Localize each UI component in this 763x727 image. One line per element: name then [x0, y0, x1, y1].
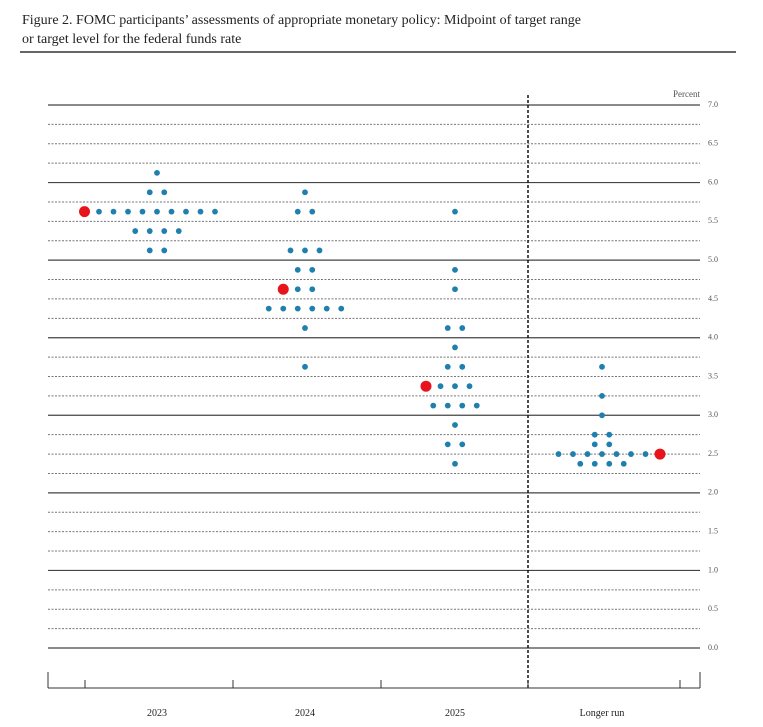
- dot: [302, 189, 308, 196]
- dot: [110, 208, 117, 215]
- dot: [459, 441, 466, 448]
- y-axis-label: Percent: [673, 89, 700, 99]
- dot: [452, 460, 458, 467]
- y-tick-label: 3.0: [708, 410, 718, 419]
- dot: [287, 247, 294, 254]
- dot: [473, 402, 480, 409]
- x-tick-label: Longer run: [580, 708, 625, 719]
- dot: [606, 441, 613, 448]
- dot: [642, 451, 649, 457]
- median-dot: [654, 448, 666, 460]
- dot: [309, 305, 316, 312]
- dot: [125, 208, 131, 215]
- dot: [294, 305, 301, 312]
- y-tick-label: 6.0: [708, 177, 718, 186]
- dot: [606, 431, 613, 438]
- dot: [309, 286, 316, 293]
- dot: [294, 266, 301, 273]
- x-tick-label: 2024: [295, 708, 315, 719]
- dot: [591, 431, 598, 438]
- dot: [452, 266, 458, 273]
- dot: [302, 363, 308, 370]
- dot: [154, 208, 160, 215]
- dot: [161, 228, 168, 234]
- dot: [452, 208, 458, 215]
- dot: [613, 451, 620, 457]
- dot: [444, 325, 451, 331]
- dot: [599, 392, 605, 399]
- dot: [212, 208, 218, 215]
- dot: [132, 228, 139, 234]
- dot: [459, 325, 466, 331]
- dot: [309, 208, 316, 215]
- dot: [606, 460, 613, 467]
- dot: [294, 286, 301, 293]
- dot: [161, 247, 168, 254]
- dot: [599, 451, 605, 457]
- dot: [555, 451, 562, 457]
- dot: [302, 325, 308, 331]
- dot: [294, 208, 301, 215]
- dot: [183, 208, 189, 215]
- dot: [628, 451, 634, 457]
- dot: [197, 208, 204, 215]
- dot: [452, 344, 458, 351]
- chart-title: Figure 2. FOMC participants’ assessments…: [22, 13, 581, 47]
- dot: [430, 402, 437, 409]
- dot: [452, 286, 458, 293]
- dot: [146, 189, 153, 196]
- x-tick-label: 2023: [147, 708, 167, 719]
- y-tick-label: 4.5: [708, 294, 718, 303]
- dot: [168, 208, 175, 215]
- y-tick-label: 2.5: [708, 449, 718, 458]
- dot: [161, 189, 168, 196]
- median-dot: [277, 283, 289, 295]
- y-tick-label: 3.5: [708, 371, 718, 380]
- dot: [437, 383, 444, 390]
- dot: [265, 305, 272, 312]
- y-tick-label: 2.0: [708, 488, 718, 497]
- dot: [591, 441, 598, 448]
- y-tick-label: 5.5: [708, 216, 718, 225]
- median-dot: [79, 206, 90, 218]
- dot: [444, 441, 451, 448]
- dot: [577, 460, 584, 467]
- dot: [444, 402, 451, 409]
- y-tick-label: 0.0: [708, 643, 718, 652]
- y-tick-label: 1.0: [708, 565, 718, 574]
- dot: [452, 383, 458, 390]
- dot: [146, 247, 153, 254]
- dot: [146, 228, 153, 234]
- dot: [175, 228, 182, 234]
- dot: [591, 460, 598, 467]
- y-tick-label: 5.0: [708, 255, 718, 264]
- dot: [444, 363, 451, 370]
- dot: [599, 412, 605, 419]
- dot: [466, 383, 473, 390]
- dot: [316, 247, 323, 254]
- dot: [584, 451, 591, 457]
- y-tick-label: 0.5: [708, 604, 718, 613]
- dot: [570, 451, 576, 457]
- dot: [154, 169, 160, 176]
- dot: [280, 305, 287, 312]
- y-tick-label: 6.5: [708, 139, 718, 148]
- dot: [309, 266, 316, 273]
- dot: [620, 460, 627, 467]
- dot: [338, 305, 345, 312]
- dot: [302, 247, 308, 254]
- dot: [323, 305, 330, 312]
- y-tick-label: 4.0: [708, 333, 718, 342]
- dot: [139, 208, 146, 215]
- dot: [459, 402, 466, 409]
- x-tick-label: 2025: [445, 708, 465, 719]
- dot: [96, 208, 102, 215]
- dot: [459, 363, 466, 370]
- y-tick-label: 7.0: [708, 100, 718, 109]
- dot: [599, 363, 605, 370]
- median-dot: [420, 380, 432, 392]
- y-tick-label: 1.5: [708, 526, 718, 535]
- dot: [452, 422, 458, 428]
